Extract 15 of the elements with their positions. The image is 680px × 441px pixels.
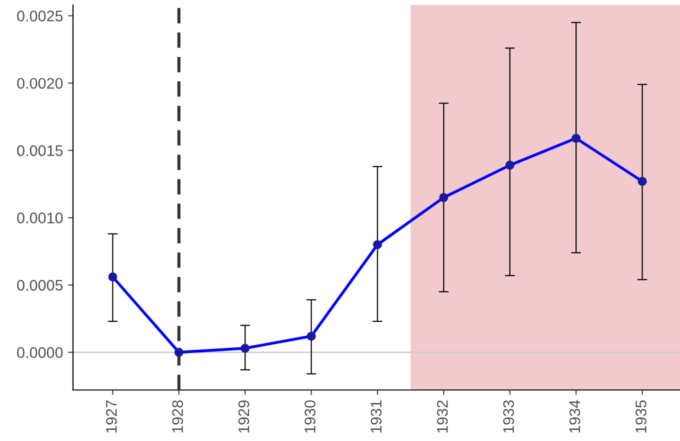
x-tick-label: 1933 [503,400,514,433]
y-tick-label: 0.0000 [17,347,63,358]
x-tick-label: 1930 [304,400,316,433]
x-tick-label: 1932 [436,400,448,433]
x-tick-label: 1931 [370,400,382,433]
y-tick-label: 0.0005 [17,280,63,291]
y-tick-label: 0.0020 [17,78,63,89]
x-tick-label: 1928 [172,400,184,433]
y-tick-label: 0.0025 [17,10,63,22]
x-tick-label: 1934 [569,400,580,433]
x-tick-label: 1929 [238,400,250,433]
x-tick-label: 1927 [106,400,117,433]
y-tick-label: 0.0010 [17,212,63,224]
y-tick-label: 0.0015 [17,145,63,156]
x-tick-label: 1935 [636,400,646,433]
